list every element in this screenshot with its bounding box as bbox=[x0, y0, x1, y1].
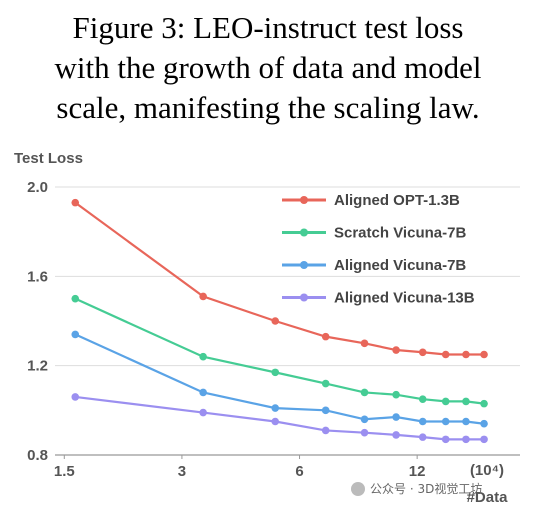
data-point bbox=[392, 346, 400, 354]
legend-swatch-dot bbox=[300, 196, 308, 204]
series-line bbox=[75, 395, 485, 441]
data-point bbox=[462, 417, 470, 426]
data-point bbox=[360, 339, 369, 348]
data-point bbox=[441, 435, 450, 444]
x-axis-unit: (10⁴) bbox=[470, 462, 504, 479]
series-line bbox=[74, 201, 485, 356]
x-tick-label: 12 bbox=[409, 463, 426, 480]
data-point bbox=[199, 292, 207, 301]
y-axis-label: Test Loss bbox=[14, 150, 83, 167]
data-point bbox=[71, 294, 80, 303]
data-point bbox=[462, 435, 470, 444]
data-point bbox=[271, 317, 280, 325]
data-point bbox=[392, 390, 400, 399]
data-point bbox=[480, 419, 488, 428]
y-tick-label: 1.6 bbox=[27, 268, 48, 285]
data-point bbox=[271, 417, 280, 426]
x-tick-label: 1.5 bbox=[54, 463, 75, 480]
legend-label: Aligned Vicuna-13B bbox=[334, 290, 475, 307]
data-point bbox=[418, 348, 427, 357]
data-point bbox=[71, 198, 80, 207]
data-point bbox=[360, 388, 369, 397]
data-point bbox=[71, 330, 80, 339]
watermark-icon bbox=[351, 482, 365, 496]
series-line bbox=[74, 333, 485, 425]
data-point bbox=[392, 413, 400, 421]
caption-line: Figure 3: LEO-instruct test loss bbox=[73, 10, 464, 45]
data-point bbox=[360, 428, 369, 437]
legend-swatch-dot bbox=[300, 293, 308, 302]
x-tick-label: 6 bbox=[295, 463, 303, 480]
legend-label: Aligned Vicuna-7B bbox=[334, 257, 466, 274]
series-line bbox=[74, 297, 485, 405]
legend-swatch-dot bbox=[300, 261, 308, 269]
x-tick-label: 3 bbox=[178, 463, 186, 480]
legend-swatch-dot bbox=[300, 228, 308, 237]
data-point bbox=[360, 415, 369, 424]
y-tick-label: 0.8 bbox=[27, 447, 48, 464]
data-point bbox=[199, 352, 207, 361]
y-tick-label: 2.0 bbox=[27, 179, 48, 196]
legend-label: Aligned OPT-1.3B bbox=[334, 192, 460, 209]
data-point bbox=[321, 426, 330, 435]
data-point bbox=[199, 388, 207, 397]
data-point bbox=[271, 404, 280, 412]
data-point bbox=[321, 379, 330, 388]
caption-line: scale, manifesting the scaling law. bbox=[56, 90, 479, 125]
data-point bbox=[418, 433, 427, 441]
data-point bbox=[321, 332, 330, 341]
data-point bbox=[321, 406, 330, 415]
data-point bbox=[441, 350, 450, 359]
data-point bbox=[71, 393, 80, 401]
data-point bbox=[480, 350, 488, 359]
data-point bbox=[441, 397, 450, 406]
data-point bbox=[418, 395, 427, 403]
y-tick-label: 1.2 bbox=[27, 358, 48, 375]
data-point bbox=[480, 435, 488, 444]
data-point bbox=[199, 408, 207, 417]
watermark: 公众号 · 3D视觉工坊 bbox=[370, 481, 482, 496]
data-point bbox=[418, 417, 427, 426]
legend-label: Scratch Vicuna-7B bbox=[334, 225, 466, 242]
data-point bbox=[462, 397, 470, 406]
x-axis-label: #Data bbox=[467, 489, 509, 506]
data-point bbox=[392, 431, 400, 439]
caption-line: with the growth of data and model bbox=[54, 50, 481, 85]
data-point bbox=[462, 350, 470, 359]
data-point bbox=[480, 399, 488, 408]
data-point bbox=[441, 417, 450, 426]
data-point bbox=[271, 368, 280, 377]
